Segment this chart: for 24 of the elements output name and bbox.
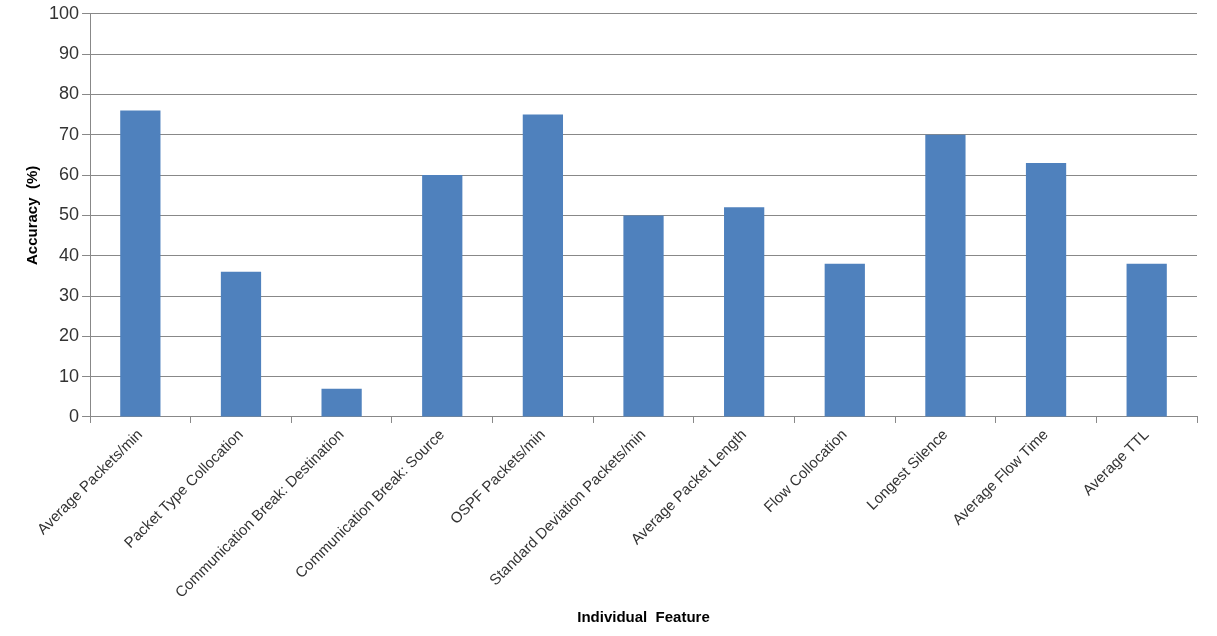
bar (824, 263, 865, 417)
y-tick-label: 100 (48, 2, 80, 23)
bar (1025, 162, 1067, 417)
bar (220, 271, 262, 417)
y-tick-label: 90 (59, 43, 80, 64)
y-tick-label: 40 (59, 244, 80, 265)
bar (1126, 263, 1167, 417)
bar (724, 207, 765, 417)
bar (522, 114, 564, 417)
y-tick-label: 20 (59, 325, 80, 346)
y-tick-label: 50 (59, 204, 80, 225)
y-tick-label: 30 (59, 284, 80, 305)
bar (120, 110, 161, 417)
y-tick-label: 0 (69, 405, 80, 426)
y-tick-label: 60 (59, 164, 80, 185)
y-tick-label: 80 (59, 83, 80, 104)
bar (321, 388, 362, 417)
bar (623, 215, 664, 417)
y-tick-label: 10 (59, 365, 80, 386)
bar (925, 134, 966, 417)
x-axis-title: Individual Feature (577, 608, 710, 626)
y-tick-label: 70 (59, 123, 80, 144)
y-axis-title: Accuracy (%) (23, 165, 41, 265)
bar (422, 175, 463, 417)
